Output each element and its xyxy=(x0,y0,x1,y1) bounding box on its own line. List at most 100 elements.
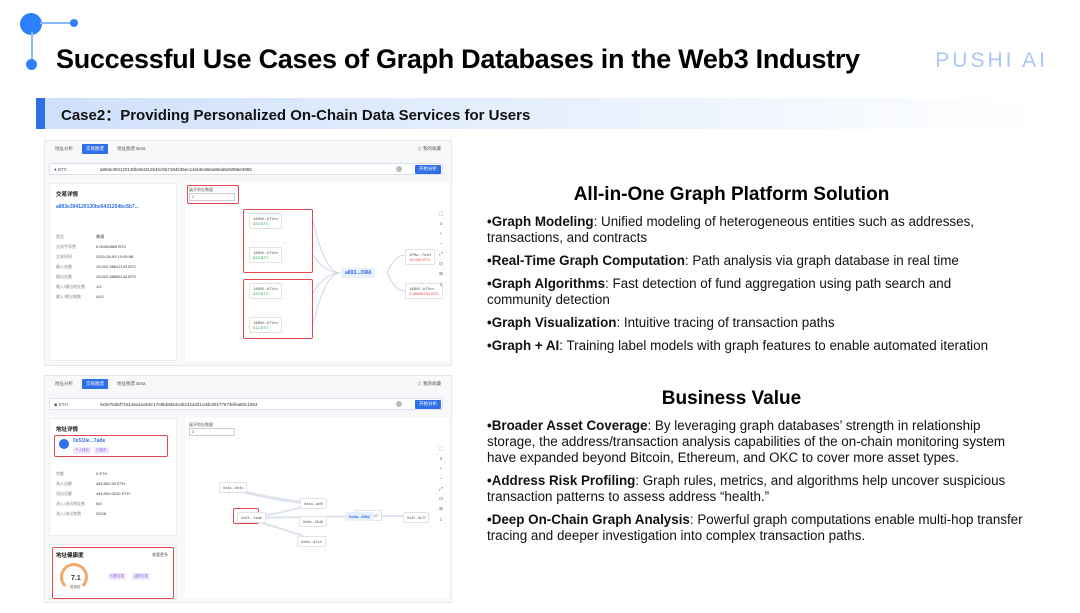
tab-bar: 地址分析 交易图谱 地址图谱 Beta xyxy=(51,379,150,389)
graph-node[interactable]: 14BW...bTVm 833 BTC xyxy=(249,247,282,263)
graph-node[interactable]: 0x51...7ade xyxy=(237,512,266,523)
list-item: •Graph Algorithms: Fast detection of fun… xyxy=(487,276,952,307)
decor-dot xyxy=(70,19,78,27)
clear-icon[interactable] xyxy=(396,166,402,172)
health-highlight xyxy=(52,547,174,599)
graph-node[interactable]: 14BW...bTVm 2.98655134 BTC xyxy=(405,283,444,299)
tab-bar: 地址分析 交易图谱 地址图谱 Beta xyxy=(51,144,150,154)
panel-title: 地址健康度 xyxy=(56,553,84,559)
brand-logo: PUSHI AI xyxy=(935,49,1048,72)
detail-row: 输入/输出笔数 40/2 xyxy=(56,294,104,299)
address-highlight xyxy=(54,435,168,457)
business-value-section: Business Value •Broader Asset Coverage: … xyxy=(487,388,1052,558)
eth-icon xyxy=(59,439,69,449)
tab-transaction-graph[interactable]: 交易图谱 xyxy=(82,379,108,389)
graph-toolbar: ⛶ 4 + − ⤢ ⊡ ⊞ ⤓ xyxy=(437,209,445,289)
zoom-out-icon[interactable]: − xyxy=(439,476,443,481)
tab-address-graph[interactable]: 地址图谱 Beta xyxy=(117,381,146,386)
search-bar[interactable]: ● BTC a893e39412013​0be6431254bc5b7184b3… xyxy=(49,163,443,175)
fullscreen-icon[interactable]: ⛶ xyxy=(439,446,443,451)
grid-icon[interactable]: ⊞ xyxy=(439,271,443,276)
risk-tag: 活跃交易 xyxy=(132,573,150,580)
graph-node[interactable]: 14BW...bTVm 833 BTC xyxy=(249,213,282,229)
grid-icon[interactable]: ⊞ xyxy=(439,506,443,511)
detail-row: 流入/流出笔数 20/26 xyxy=(56,511,107,516)
graph-node[interactable]: 14BW...bTVm 611 BTC xyxy=(249,317,282,333)
transaction-detail-panel: 交易详情 a893e394120130be6431254bc5b7... 类型普… xyxy=(49,183,177,361)
address-tag: 已核实 xyxy=(94,447,109,454)
node-group-highlight xyxy=(243,209,313,273)
graph-node[interactable]: 0x4f...3c7f xyxy=(403,512,430,523)
center-transaction-node[interactable]: a893...3966 xyxy=(341,268,376,278)
fullscreen-icon[interactable]: ⛶ xyxy=(439,211,443,216)
detail-row: 流入总额 445,500.00 ETH xyxy=(56,481,126,486)
tab-address-analysis[interactable]: 地址分析 xyxy=(55,381,73,386)
detail-row: 输入/输出地址数 1/2 xyxy=(56,284,102,289)
clear-icon[interactable] xyxy=(396,401,402,407)
expand-count-label: 展开地址数量 xyxy=(189,187,213,192)
address-detail-panel: 地址详情 0x510e...7ade 个人钱包 已核实 余额 0 ETH 流入总额… xyxy=(49,418,177,536)
graph-node[interactable]: 1PBx...7hxH 15,000 BTC xyxy=(405,249,436,265)
health-score: 7.1 xyxy=(71,575,81,582)
expand-count-label: 展开地址数量 xyxy=(189,422,213,427)
view-more-link[interactable]: 查看更多 xyxy=(152,552,168,557)
solution-heading: All-in-One Graph Platform Solution xyxy=(573,184,890,205)
graph-canvas[interactable]: 展开地址数量 2 14BW...bTVm 833 BTC 14BW...bTVm 8… xyxy=(185,183,449,361)
graph-canvas[interactable]: 展开地址数量 2 0x4c...5e4c 0x51...7ade 0x4a...… xyxy=(185,418,449,598)
tab-transaction-graph[interactable]: 交易图谱 xyxy=(82,144,108,154)
transaction-hash[interactable]: a893e394120130be6431254bc5b7... xyxy=(56,204,139,210)
favorites-link[interactable]: ☆ 我的收藏 xyxy=(417,381,441,386)
value-list: •Broader Asset Coverage: By leveraging g… xyxy=(487,418,1032,551)
search-input[interactable]: 0x0e76d6f7181dea1eeb6c17e8bb6fa3ceb2424d… xyxy=(100,402,258,407)
tab-address-graph[interactable]: 地址图谱 Beta xyxy=(117,146,146,151)
health-gauge xyxy=(60,563,88,591)
graph-node[interactable]: 0x4c...5e4c xyxy=(219,482,248,493)
graph-toolbar: ⛶ 4 + − ⤢ ⊡ ⊞ ⤓ xyxy=(437,444,445,524)
center-address-node[interactable]: 0x0a...3962 xyxy=(345,512,375,521)
risk-tag: 大额交易 xyxy=(108,573,126,580)
address-health-panel: 地址健康度 查看更多 7.1 低风险 大额交易 活跃交易 xyxy=(49,544,177,600)
level-indicator: 4 xyxy=(439,221,443,226)
expand-icon[interactable]: ⤢ xyxy=(439,486,443,491)
coin-select[interactable]: ◆ ETH xyxy=(54,402,68,407)
list-item: •Graph Modeling: Unified modeling of het… xyxy=(487,214,974,245)
graph-edges xyxy=(312,220,406,326)
address-graph-screenshot: 地址分析 交易图谱 地址图谱 Beta ☆ 我的收藏 ◆ ETH 0x0e76d… xyxy=(44,375,452,603)
detail-row: 输入金额 15,002.98612123 BTC xyxy=(56,264,137,269)
search-input[interactable]: a893e39412013​0be6431254bc5b7184b35ec14e… xyxy=(100,167,252,172)
address-value[interactable]: 0x510e...7ade xyxy=(73,438,106,444)
decor-line xyxy=(40,22,72,24)
expand-count-select[interactable]: 2 xyxy=(189,193,235,201)
decor-line xyxy=(31,32,33,60)
graph-node[interactable]: 14BW...bTVm 833 BTC xyxy=(249,283,282,299)
graph-node[interactable]: 0x5a...d7c4 xyxy=(297,536,326,547)
graph-node[interactable]: 0x4a...ad9 xyxy=(300,498,327,509)
solution-list: •Graph Modeling: Unified modeling of het… xyxy=(487,214,1007,361)
expand-count-select[interactable]: 2 xyxy=(189,428,235,436)
zoom-in-icon[interactable]: + xyxy=(439,231,443,236)
search-bar[interactable]: ◆ ETH 0x0e76d6f7181dea1eeb6c17e8bb6fa3ce… xyxy=(49,398,443,410)
coin-select[interactable]: ● BTC xyxy=(54,167,67,172)
panel-title: 交易详情 xyxy=(56,192,79,198)
analyze-button[interactable]: 开始分析 xyxy=(415,165,441,174)
favorites-link[interactable]: ☆ 我的收藏 xyxy=(417,146,441,151)
analyze-button[interactable]: 开始分析 xyxy=(415,400,441,409)
expand-icon[interactable]: ⤢ xyxy=(439,251,443,256)
fit-icon[interactable]: ⊡ xyxy=(439,496,443,501)
fit-icon[interactable]: ⊡ xyxy=(439,261,443,266)
download-icon[interactable]: ⤓ xyxy=(440,516,442,521)
download-icon[interactable]: ⤓ xyxy=(440,281,442,286)
panel-title: 地址详情 xyxy=(56,427,79,433)
case-label: Case2：Providing Personalized On-Chain Da… xyxy=(61,107,531,124)
detail-row: 流入/流出地址数 5/6 xyxy=(56,501,102,506)
zoom-in-icon[interactable]: + xyxy=(439,466,443,471)
graph-node[interactable]: 0x5e...f3d8 xyxy=(299,516,327,527)
transaction-graph-screenshot: 地址分析 交易图谱 地址图谱 Beta ☆ 我的收藏 ● BTC a893e39… xyxy=(44,140,452,366)
list-item: •Graph + AI: Training label models with … xyxy=(487,338,989,353)
detail-row: 交易手续费 0.00000889 BTC xyxy=(56,244,127,249)
zoom-out-icon[interactable]: − xyxy=(439,241,443,246)
decor-circle-large xyxy=(20,13,42,35)
value-heading: Business Value xyxy=(661,388,802,409)
tab-address-analysis[interactable]: 地址分析 xyxy=(55,146,73,151)
